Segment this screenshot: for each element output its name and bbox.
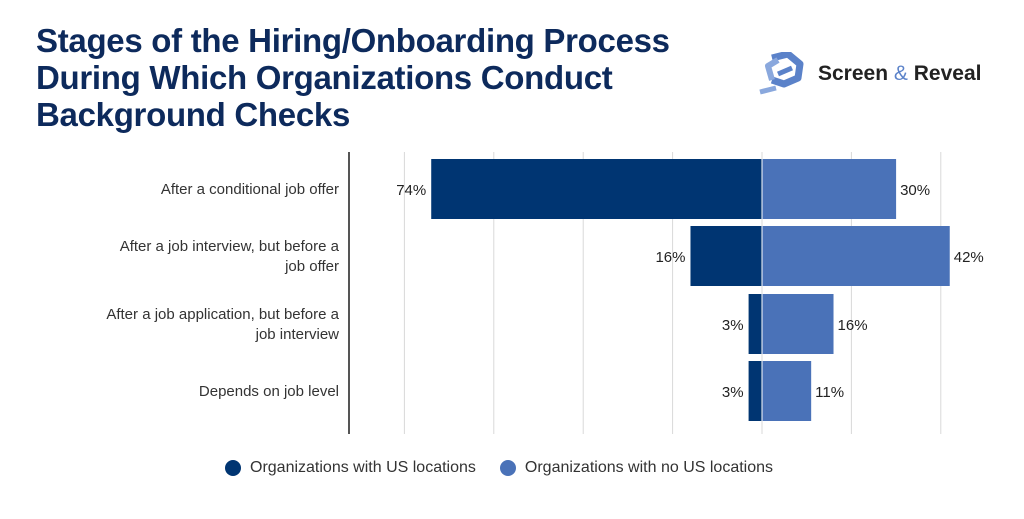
bar-us [748,361,762,421]
category-label: After a conditional job offer [161,181,339,198]
legend-label: Organizations with no US locations [524,459,774,476]
data-label-us: 74% [396,182,426,199]
bar-no-us [762,226,950,286]
legend-swatch-us [225,460,241,476]
title-line: Background Checks [36,96,350,133]
title-line: Stages of the Hiring/Onboarding Process [36,22,670,59]
brand-name: Screen & Reveal [818,62,982,85]
data-label-no-us: 16% [838,317,868,334]
bar-us [748,294,762,354]
chart-title: Stages of the Hiring/Onboarding Process … [36,22,670,133]
title-line: During Which Organizations Conduct [36,59,613,96]
data-label-no-us: 42% [954,249,984,266]
category-label: Depends on job level [199,383,339,400]
brand-logo: Screen & Reveal [758,52,981,96]
legend: Organizations with US locations Organiza… [225,459,773,477]
bar-no-us [762,159,897,219]
legend-swatch-no-us [499,460,516,476]
data-label-us: 3% [722,317,744,334]
category-label: After a job application, but before a job… [106,306,339,343]
bar-no-us [762,294,834,354]
legend-label: Organizations with US locations [250,459,476,476]
bar-us [431,159,762,219]
legend-item-us: Organizations with US locations [225,459,476,477]
bar-us [690,226,762,286]
hexagon-e-logo-icon [759,52,804,95]
legend-item-no-us: Organizations with no US locations [499,459,774,477]
category-label: After a job interview, but before a job o… [120,238,340,275]
data-label-no-us: 30% [900,182,930,199]
data-label-us: 3% [722,384,744,401]
bar-no-us [762,361,812,421]
data-label-us: 16% [655,249,685,266]
data-label-no-us: 11% [815,384,844,401]
